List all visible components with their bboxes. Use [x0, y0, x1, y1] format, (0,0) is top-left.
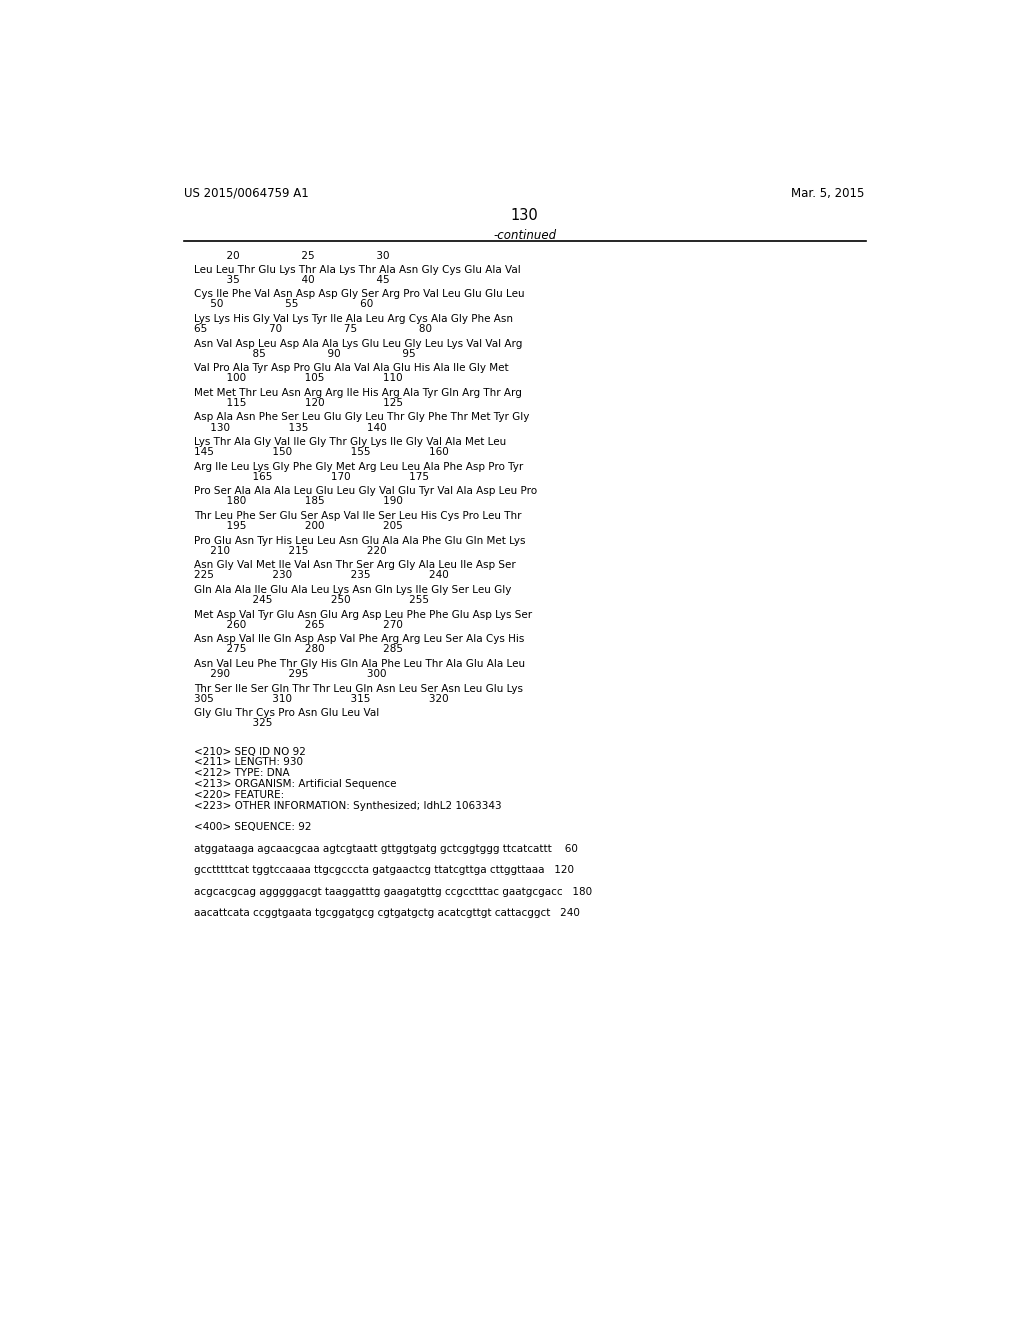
Text: 35                   40                   45: 35 40 45: [194, 275, 389, 285]
Text: <220> FEATURE:: <220> FEATURE:: [194, 789, 284, 800]
Text: <210> SEQ ID NO 92: <210> SEQ ID NO 92: [194, 747, 306, 756]
Text: 275                  280                  285: 275 280 285: [194, 644, 402, 655]
Text: 145                  150                  155                  160: 145 150 155 160: [194, 447, 449, 457]
Text: Val Pro Ala Tyr Asp Pro Glu Ala Val Ala Glu His Ala Ile Gly Met: Val Pro Ala Tyr Asp Pro Glu Ala Val Ala …: [194, 363, 509, 374]
Text: 325: 325: [194, 718, 272, 729]
Text: Met Met Thr Leu Asn Arg Arg Ile His Arg Ala Tyr Gln Arg Thr Arg: Met Met Thr Leu Asn Arg Arg Ile His Arg …: [194, 388, 522, 397]
Text: Asn Val Leu Phe Thr Gly His Gln Ala Phe Leu Thr Ala Glu Ala Leu: Asn Val Leu Phe Thr Gly His Gln Ala Phe …: [194, 659, 525, 669]
Text: 210                  215                  220: 210 215 220: [194, 545, 386, 556]
Text: 290                  295                  300: 290 295 300: [194, 669, 386, 678]
Text: 85                   90                   95: 85 90 95: [194, 348, 416, 359]
Text: Pro Ser Ala Ala Ala Leu Glu Leu Gly Val Glu Tyr Val Ala Asp Leu Pro: Pro Ser Ala Ala Ala Leu Glu Leu Gly Val …: [194, 487, 537, 496]
Text: 130: 130: [511, 209, 539, 223]
Text: <400> SEQUENCE: 92: <400> SEQUENCE: 92: [194, 822, 311, 832]
Text: aacattcata ccggtgaata tgcggatgcg cgtgatgctg acatcgttgt cattacggct   240: aacattcata ccggtgaata tgcggatgcg cgtgatg…: [194, 908, 580, 919]
Text: <211> LENGTH: 930: <211> LENGTH: 930: [194, 758, 303, 767]
Text: Leu Leu Thr Glu Lys Thr Ala Lys Thr Ala Asn Gly Cys Glu Ala Val: Leu Leu Thr Glu Lys Thr Ala Lys Thr Ala …: [194, 264, 520, 275]
Text: 225                  230                  235                  240: 225 230 235 240: [194, 570, 449, 581]
Text: 65                   70                   75                   80: 65 70 75 80: [194, 323, 432, 334]
Text: US 2015/0064759 A1: US 2015/0064759 A1: [183, 187, 308, 199]
Text: <223> OTHER INFORMATION: Synthesized; IdhL2 1063343: <223> OTHER INFORMATION: Synthesized; Id…: [194, 800, 502, 810]
Text: Asn Asp Val Ile Gln Asp Asp Val Phe Arg Arg Leu Ser Ala Cys His: Asn Asp Val Ile Gln Asp Asp Val Phe Arg …: [194, 635, 524, 644]
Text: atggataaga agcaacgcaa agtcgtaatt gttggtgatg gctcggtggg ttcatcattt    60: atggataaga agcaacgcaa agtcgtaatt gttggtg…: [194, 843, 578, 854]
Text: gcctttttcat tggtccaaaa ttgcgcccta gatgaactcg ttatcgttga cttggttaaa   120: gcctttttcat tggtccaaaa ttgcgcccta gatgaa…: [194, 866, 573, 875]
Text: Met Asp Val Tyr Glu Asn Glu Arg Asp Leu Phe Phe Glu Asp Lys Ser: Met Asp Val Tyr Glu Asn Glu Arg Asp Leu …: [194, 610, 532, 619]
Text: 195                  200                  205: 195 200 205: [194, 521, 402, 531]
Text: 20                   25                   30: 20 25 30: [194, 251, 389, 261]
Text: 305                  310                  315                  320: 305 310 315 320: [194, 693, 449, 704]
Text: Arg Ile Leu Lys Gly Phe Gly Met Arg Leu Leu Ala Phe Asp Pro Tyr: Arg Ile Leu Lys Gly Phe Gly Met Arg Leu …: [194, 462, 523, 471]
Text: Lys Lys His Gly Val Lys Tyr Ile Ala Leu Arg Cys Ala Gly Phe Asn: Lys Lys His Gly Val Lys Tyr Ile Ala Leu …: [194, 314, 513, 323]
Text: Mar. 5, 2015: Mar. 5, 2015: [791, 187, 864, 199]
Text: <212> TYPE: DNA: <212> TYPE: DNA: [194, 768, 290, 779]
Text: Gly Glu Thr Cys Pro Asn Glu Leu Val: Gly Glu Thr Cys Pro Asn Glu Leu Val: [194, 708, 379, 718]
Text: 130                  135                  140: 130 135 140: [194, 422, 386, 433]
Text: Thr Leu Phe Ser Glu Ser Asp Val Ile Ser Leu His Cys Pro Leu Thr: Thr Leu Phe Ser Glu Ser Asp Val Ile Ser …: [194, 511, 521, 521]
Text: 180                  185                  190: 180 185 190: [194, 496, 402, 507]
Text: 260                  265                  270: 260 265 270: [194, 619, 402, 630]
Text: Gln Ala Ala Ile Glu Ala Leu Lys Asn Gln Lys Ile Gly Ser Leu Gly: Gln Ala Ala Ile Glu Ala Leu Lys Asn Gln …: [194, 585, 511, 595]
Text: 115                  120                  125: 115 120 125: [194, 397, 402, 408]
Text: Pro Glu Asn Tyr His Leu Leu Asn Glu Ala Ala Phe Glu Gln Met Lys: Pro Glu Asn Tyr His Leu Leu Asn Glu Ala …: [194, 536, 525, 545]
Text: Asn Val Asp Leu Asp Ala Ala Lys Glu Leu Gly Leu Lys Val Val Arg: Asn Val Asp Leu Asp Ala Ala Lys Glu Leu …: [194, 339, 522, 348]
Text: 165                  170                  175: 165 170 175: [194, 471, 429, 482]
Text: <213> ORGANISM: Artificial Sequence: <213> ORGANISM: Artificial Sequence: [194, 779, 396, 789]
Text: 100                  105                  110: 100 105 110: [194, 374, 402, 383]
Text: 245                  250                  255: 245 250 255: [194, 595, 429, 605]
Text: acgcacgcag agggggacgt taaggatttg gaagatgttg ccgcctttac gaatgcgacc   180: acgcacgcag agggggacgt taaggatttg gaagatg…: [194, 887, 592, 896]
Text: Thr Ser Ile Ser Gln Thr Thr Leu Gln Asn Leu Ser Asn Leu Glu Lys: Thr Ser Ile Ser Gln Thr Thr Leu Gln Asn …: [194, 684, 523, 693]
Text: -continued: -continued: [494, 230, 556, 243]
Text: 50                   55                   60: 50 55 60: [194, 300, 373, 309]
Text: Asp Ala Asn Phe Ser Leu Glu Gly Leu Thr Gly Phe Thr Met Tyr Gly: Asp Ala Asn Phe Ser Leu Glu Gly Leu Thr …: [194, 412, 529, 422]
Text: Lys Thr Ala Gly Val Ile Gly Thr Gly Lys Ile Gly Val Ala Met Leu: Lys Thr Ala Gly Val Ile Gly Thr Gly Lys …: [194, 437, 506, 447]
Text: Cys Ile Phe Val Asn Asp Asp Gly Ser Arg Pro Val Leu Glu Glu Leu: Cys Ile Phe Val Asn Asp Asp Gly Ser Arg …: [194, 289, 524, 300]
Text: Asn Gly Val Met Ile Val Asn Thr Ser Arg Gly Ala Leu Ile Asp Ser: Asn Gly Val Met Ile Val Asn Thr Ser Arg …: [194, 561, 516, 570]
